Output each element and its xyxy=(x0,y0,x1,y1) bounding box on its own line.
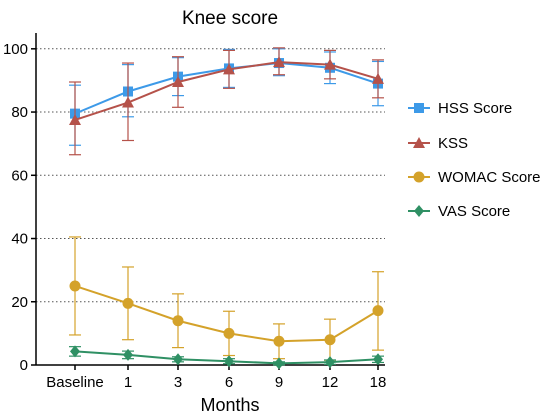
x-tick-label: 18 xyxy=(370,374,387,391)
y-tick-label: 40 xyxy=(11,231,28,248)
data-point-circle xyxy=(413,171,425,183)
data-point-triangle xyxy=(413,137,425,148)
series-layer xyxy=(69,47,384,370)
data-point-circle xyxy=(223,327,235,339)
data-point-triangle xyxy=(223,63,235,75)
series-kss xyxy=(69,47,384,156)
x-tick-label: 9 xyxy=(275,374,283,391)
data-point-triangle xyxy=(172,76,184,88)
legend-item: KSS xyxy=(408,135,468,152)
legend-label: VAS Score xyxy=(438,203,510,220)
data-point-triangle xyxy=(122,96,134,108)
chart-title: Knee score xyxy=(182,8,278,29)
data-point-diamond xyxy=(224,355,234,368)
series-womac-score xyxy=(69,236,384,361)
y-tick-label: 100 xyxy=(3,41,28,58)
x-axis-title: Months xyxy=(200,395,259,415)
data-point-diamond xyxy=(173,353,183,366)
data-point-diamond xyxy=(414,205,424,217)
legend-label: HSS Score xyxy=(438,100,512,117)
x-tick-label: 1 xyxy=(124,374,132,391)
legend-label: KSS xyxy=(438,135,468,152)
y-tick-label: 80 xyxy=(11,104,28,121)
gridlines xyxy=(36,48,385,303)
data-point-circle xyxy=(324,334,336,346)
data-point-circle xyxy=(122,297,134,309)
y-tick-label: 20 xyxy=(11,294,28,311)
legend: HSS Score KSS WOMAC Score VAS Score xyxy=(408,100,541,220)
data-point-circle xyxy=(273,335,285,347)
legend-item: HSS Score xyxy=(408,100,512,117)
data-point-triangle xyxy=(69,113,81,125)
data-point-triangle xyxy=(324,58,336,70)
data-point-diamond xyxy=(274,357,284,370)
x-tick-label: 3 xyxy=(174,374,182,391)
legend-item: WOMAC Score xyxy=(408,169,541,186)
data-point-triangle xyxy=(372,72,384,84)
x-tick-label: Baseline xyxy=(46,374,104,391)
legend-item: VAS Score xyxy=(408,203,510,220)
data-point-circle xyxy=(69,280,81,292)
legend-label: WOMAC Score xyxy=(438,169,541,186)
data-point-circle xyxy=(372,305,384,317)
data-point-circle xyxy=(172,315,184,327)
series-vas-score xyxy=(69,345,384,370)
data-point-diamond xyxy=(373,353,383,366)
data-point-diamond xyxy=(325,356,335,369)
y-tick-label: 0 xyxy=(20,357,28,374)
y-tick-label: 60 xyxy=(11,167,28,184)
data-point-triangle xyxy=(273,56,285,68)
series-hss-score xyxy=(69,48,384,146)
axes: 0 20 40 60 80 100 Baseline 1 3 6 9 12 18 xyxy=(3,33,386,391)
data-point-diamond xyxy=(70,345,80,358)
data-point-square xyxy=(414,103,424,113)
x-tick-label: 6 xyxy=(225,374,233,391)
x-tick-label: 12 xyxy=(322,374,339,391)
data-point-diamond xyxy=(123,348,133,361)
